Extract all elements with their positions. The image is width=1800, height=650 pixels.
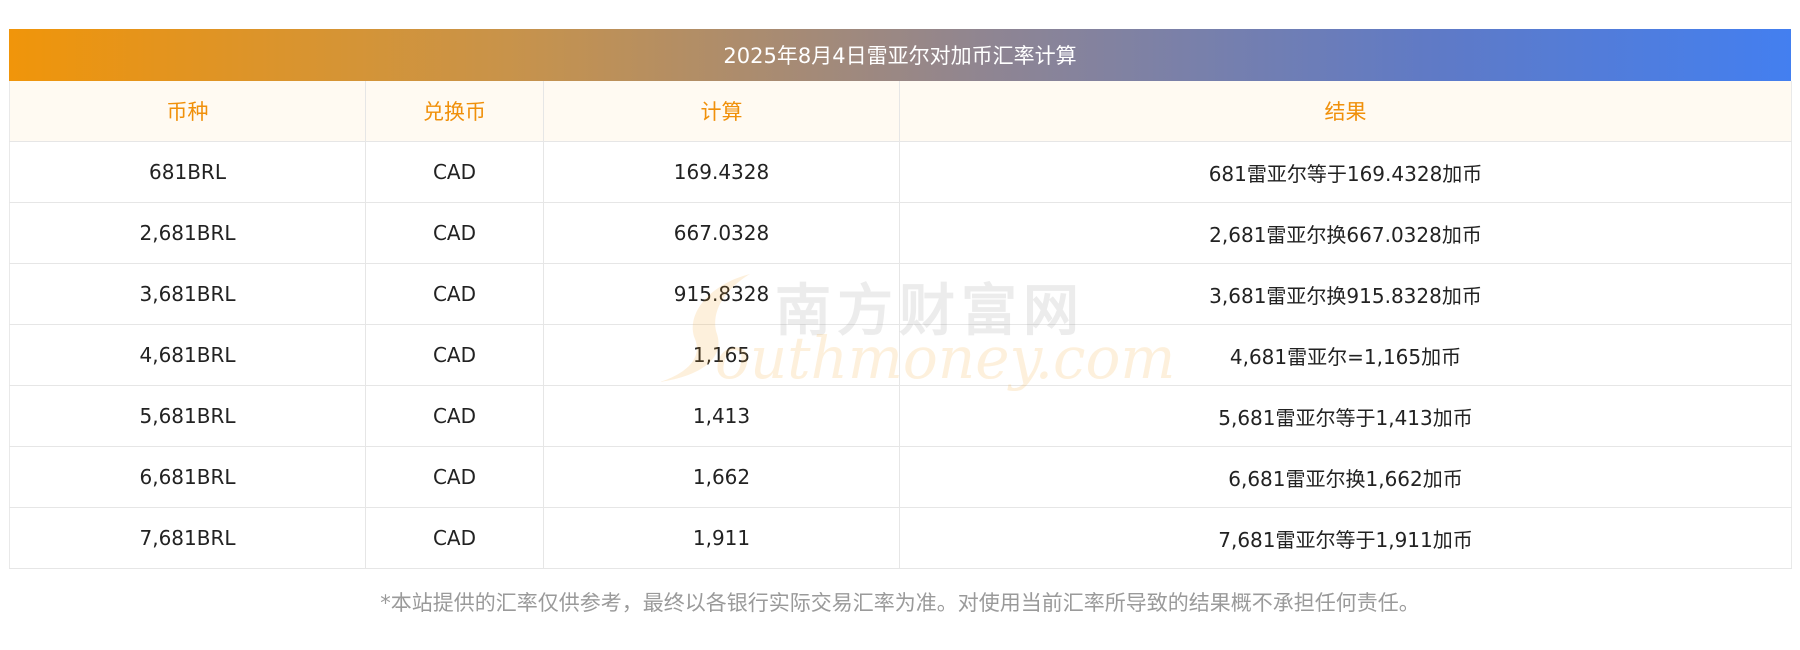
cell-calc: 915.8328 [543,263,900,325]
table-row: 2,681BRL CAD 667.0328 2,681雷亚尔换667.0328加… [9,202,1792,264]
cell-calc: 1,165 [543,324,900,386]
cell-currency: 7,681BRL [9,507,366,569]
cell-result: 2,681雷亚尔换667.0328加币 [899,202,1792,264]
cell-result: 4,681雷亚尔=1,165加币 [899,324,1792,386]
cell-currency: 681BRL [9,141,366,203]
header-target-currency: 兑换币 [365,81,544,142]
cell-calc: 1,911 [543,507,900,569]
cell-target: CAD [365,202,544,264]
table-row: 6,681BRL CAD 1,662 6,681雷亚尔换1,662加币 [9,446,1792,508]
cell-result: 5,681雷亚尔等于1,413加币 [899,385,1792,447]
cell-calc: 667.0328 [543,202,900,264]
cell-currency: 4,681BRL [9,324,366,386]
cell-target: CAD [365,141,544,203]
cell-calc: 1,413 [543,385,900,447]
header-calculation: 计算 [543,81,900,142]
rate-table-container: 2025年8月4日雷亚尔对加币汇率计算 币种 兑换币 计算 结果 681BRL … [9,29,1792,569]
cell-target: CAD [365,263,544,325]
cell-calc: 169.4328 [543,141,900,203]
cell-target: CAD [365,446,544,508]
header-result: 结果 [899,81,1792,142]
cell-currency: 3,681BRL [9,263,366,325]
table-header-row: 币种 兑换币 计算 结果 [9,81,1792,142]
disclaimer-text: *本站提供的汇率仅供参考，最终以各银行实际交易汇率为准。对使用当前汇率所导致的结… [380,591,1420,615]
table-row: 5,681BRL CAD 1,413 5,681雷亚尔等于1,413加币 [9,385,1792,447]
cell-currency: 5,681BRL [9,385,366,447]
cell-currency: 6,681BRL [9,446,366,508]
table-row: 7,681BRL CAD 1,911 7,681雷亚尔等于1,911加币 [9,507,1792,569]
cell-result: 7,681雷亚尔等于1,911加币 [899,507,1792,569]
cell-target: CAD [365,324,544,386]
table-row: 4,681BRL CAD 1,165 4,681雷亚尔=1,165加币 [9,324,1792,386]
rate-table: 币种 兑换币 计算 结果 681BRL CAD 169.4328 681雷亚尔等… [9,81,1792,569]
cell-result: 3,681雷亚尔换915.8328加币 [899,263,1792,325]
cell-result: 6,681雷亚尔换1,662加币 [899,446,1792,508]
cell-target: CAD [365,507,544,569]
cell-target: CAD [365,385,544,447]
cell-calc: 1,662 [543,446,900,508]
table-title: 2025年8月4日雷亚尔对加币汇率计算 [9,29,1791,81]
table-row: 3,681BRL CAD 915.8328 3,681雷亚尔换915.8328加… [9,263,1792,325]
header-currency: 币种 [9,81,366,142]
table-row: 681BRL CAD 169.4328 681雷亚尔等于169.4328加币 [9,141,1792,203]
cell-currency: 2,681BRL [9,202,366,264]
cell-result: 681雷亚尔等于169.4328加币 [899,141,1792,203]
